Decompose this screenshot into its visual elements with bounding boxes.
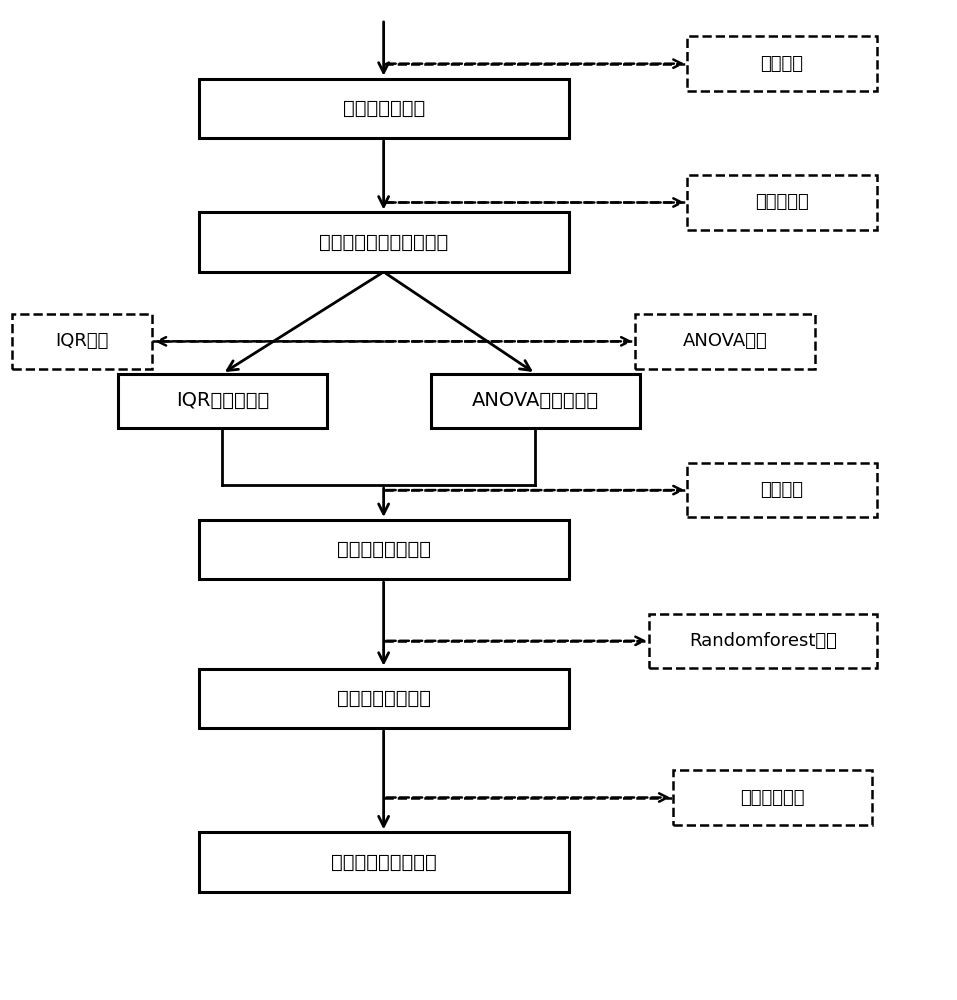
Bar — [687, 463, 877, 517]
Text: 重要差异表达特征: 重要差异表达特征 — [337, 689, 431, 708]
Text: 加载功能: 加载功能 — [761, 55, 804, 73]
Bar — [199, 832, 568, 892]
Text: IQR算法: IQR算法 — [56, 332, 109, 350]
Text: IQR过滤后特征: IQR过滤后特征 — [176, 391, 269, 410]
Text: 共同差异表达特征: 共同差异表达特征 — [337, 540, 431, 559]
Bar — [11, 314, 152, 369]
Text: 系统聚类算法: 系统聚类算法 — [741, 788, 805, 806]
Bar — [118, 374, 326, 428]
Text: 基因表达谱数据: 基因表达谱数据 — [343, 99, 425, 118]
Bar — [687, 36, 877, 91]
Text: 标准化功能: 标准化功能 — [755, 193, 809, 211]
Text: ANOVA算法: ANOVA算法 — [682, 332, 768, 350]
Bar — [199, 669, 568, 728]
Text: Randomforest算法: Randomforest算法 — [689, 632, 837, 650]
Bar — [199, 79, 568, 138]
Text: ANOVA过滤后特征: ANOVA过滤后特征 — [472, 391, 599, 410]
Bar — [649, 614, 877, 668]
Bar — [199, 520, 568, 579]
Bar — [687, 175, 877, 230]
Text: 匹配功能: 匹配功能 — [761, 481, 804, 499]
Bar — [431, 374, 640, 428]
Bar — [635, 314, 815, 369]
Text: 标准化后基因表达谱数据: 标准化后基因表达谱数据 — [319, 233, 448, 252]
Text: 环境敏感分子标志物: 环境敏感分子标志物 — [331, 852, 436, 871]
Bar — [673, 770, 872, 825]
Bar — [199, 212, 568, 272]
